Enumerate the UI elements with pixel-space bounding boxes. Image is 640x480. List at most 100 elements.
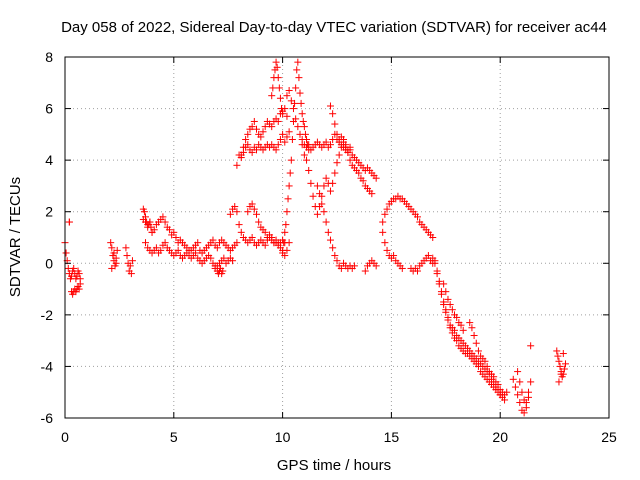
data-point (329, 179, 337, 187)
data-point (282, 221, 290, 229)
data-point (424, 252, 432, 260)
data-point (70, 264, 78, 272)
data-point (335, 151, 343, 159)
data-point (553, 347, 561, 355)
data-point (259, 128, 267, 136)
data-point (239, 143, 247, 151)
data-point (289, 117, 297, 125)
data-point (250, 117, 258, 125)
data-point (110, 249, 118, 257)
data-point (226, 210, 234, 218)
data-points (61, 58, 569, 417)
x-tick-label: 15 (384, 429, 400, 445)
y-tick-label: 4 (45, 152, 53, 168)
data-point (152, 244, 160, 252)
data-point (307, 179, 315, 187)
data-point (442, 306, 450, 314)
data-point (237, 151, 245, 159)
data-point (233, 161, 241, 169)
data-point (435, 277, 443, 285)
data-point (337, 133, 345, 141)
y-tick-label: -4 (41, 358, 54, 374)
data-point (261, 123, 269, 131)
data-point (457, 321, 465, 329)
data-point (76, 280, 84, 288)
data-point (298, 110, 306, 118)
data-point (285, 182, 293, 190)
y-tick-label: 0 (45, 255, 53, 271)
data-point (516, 399, 524, 407)
data-point (527, 342, 535, 350)
data-point (285, 87, 293, 95)
data-point (159, 213, 167, 221)
data-point (333, 257, 341, 265)
chart-title: Day 058 of 2022, Sidereal Day-to-day VTE… (61, 19, 607, 36)
data-point (231, 203, 239, 211)
data-point (379, 228, 387, 236)
data-point (248, 148, 256, 156)
data-point (255, 218, 263, 226)
y-tick-label: 8 (45, 49, 53, 65)
data-point (275, 84, 283, 92)
data-point (561, 360, 569, 368)
data-point (268, 123, 276, 131)
data-point (257, 133, 265, 141)
data-point (320, 208, 328, 216)
data-point (285, 128, 293, 136)
data-point (453, 313, 461, 321)
data-point (172, 234, 180, 241)
data-point (122, 244, 130, 252)
data-point (75, 285, 83, 293)
data-point (518, 388, 526, 396)
data-point (170, 228, 178, 236)
data-point (414, 213, 422, 221)
data-point (472, 339, 480, 347)
data-point (381, 239, 389, 247)
data-point (342, 143, 350, 151)
data-point (287, 156, 295, 164)
data-point (398, 264, 406, 272)
data-point (284, 195, 292, 203)
data-point (331, 169, 339, 177)
data-point (305, 166, 313, 174)
data-point (303, 156, 311, 164)
data-point (324, 228, 332, 236)
data-point (142, 213, 150, 221)
data-point (294, 58, 302, 66)
data-point (344, 148, 352, 156)
data-point (293, 66, 301, 74)
data-point (346, 156, 354, 164)
data-point (322, 174, 330, 182)
data-point (333, 130, 341, 138)
data-point (123, 252, 131, 260)
data-point (283, 112, 291, 120)
data-point (326, 187, 334, 195)
data-point (261, 241, 269, 249)
data-point (494, 380, 502, 388)
data-point (161, 239, 169, 247)
data-point (244, 141, 252, 149)
data-point (390, 252, 398, 260)
data-point (333, 159, 341, 167)
data-point (361, 267, 369, 275)
data-point (444, 295, 452, 303)
data-point (283, 133, 291, 141)
data-point (244, 130, 252, 138)
y-tick-label: -2 (41, 307, 54, 323)
data-point (560, 365, 568, 373)
x-axis-label: GPS time / hours (277, 457, 391, 474)
data-point (298, 141, 306, 149)
data-point (524, 393, 532, 401)
data-point (220, 254, 228, 262)
data-point (174, 246, 182, 254)
data-point (244, 208, 252, 216)
data-point (274, 74, 282, 82)
data-point (483, 362, 491, 370)
data-point (451, 326, 459, 334)
data-point (213, 244, 221, 252)
data-point (326, 102, 334, 110)
data-point (554, 352, 562, 360)
data-point (108, 264, 116, 272)
data-point (322, 218, 330, 226)
data-point (516, 378, 524, 386)
